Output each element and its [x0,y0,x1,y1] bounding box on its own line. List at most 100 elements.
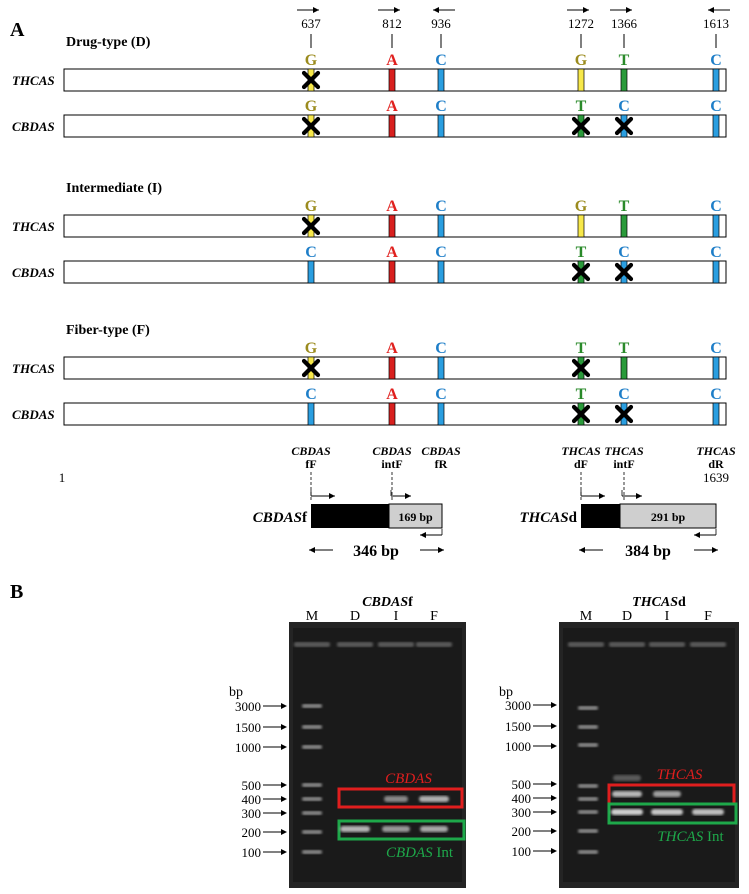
ladder-size-label: 1000 [505,739,531,754]
snp-mark [388,114,396,138]
position-label: 1366 [611,16,638,31]
base-letter: C [435,98,447,115]
ladder-band [578,706,598,710]
ladder-band [302,704,322,708]
gel-inner [563,628,735,882]
box-top-label: THCAS [657,767,703,783]
gene-label: CBDAS [12,407,55,422]
snp-mark [620,214,628,238]
base-letter: T [619,198,630,215]
inner-size-label: 169 bp [398,510,433,524]
snp-mark [388,260,396,284]
snp-mark [437,214,445,238]
base-letter: C [618,98,630,115]
lane-label: I [665,609,670,624]
base-letter: C [710,340,722,357]
gel-well [378,642,414,647]
gel-title-part: f [408,595,413,610]
ladder-size-label: 400 [242,792,262,807]
arrowhead [313,7,319,13]
arrowhead [281,724,287,730]
inner-size-label: 291 bp [651,510,686,524]
gene-row-cbdas: CBDAS G A C T C C [12,98,727,138]
arrowhead [281,810,287,816]
base-letter: G [575,52,588,69]
box-top-label-part: CBDAS [385,771,432,787]
arrowhead [420,532,426,538]
cross-stroke [301,216,321,236]
arrowhead [599,493,605,499]
snp-position-812: 812 [378,7,402,48]
ladder-size-label: 3000 [505,698,531,713]
base-letter: A [386,98,398,115]
cross-mark-icon [571,358,591,378]
arrowhead [281,782,287,788]
primer-type: dR [708,457,724,471]
primer-gene: THCAS [604,444,644,458]
base-letter: C [435,198,447,215]
arrowhead [281,744,287,750]
ladder-size-label: 300 [242,806,262,821]
arrowhead [636,493,642,499]
snp-mark [712,114,720,138]
base-letter: A [386,340,398,357]
base-letter: G [305,198,318,215]
arrowhead [551,828,557,834]
ladder-size-label: 1000 [235,740,261,755]
primer-type: intF [613,457,634,471]
snp-mark [577,214,585,238]
snp-mark [577,68,585,92]
arrowhead [551,795,557,801]
primer-type: dF [574,457,588,471]
amplicon-name-part: CBDAS [253,510,302,526]
arrowhead [694,532,700,538]
ladder-size-label: 200 [512,824,532,839]
arrowhead [405,493,411,499]
arrowhead [712,547,718,553]
ladder-size-label: 100 [242,845,262,860]
gel-well [337,642,373,647]
box-bottom-label: THCAS Int [657,829,724,845]
gene-label: CBDAS [12,119,55,134]
cross-mark-icon [614,262,634,282]
snp-mark [712,260,720,284]
base-letter: T [619,52,630,69]
amplicon-name: THCASd [519,510,577,526]
total-size-label: 346 bp [353,543,399,560]
cross-stroke [301,116,321,136]
base-letter: C [710,98,722,115]
position-label: 1272 [568,16,594,31]
snp-mark [437,356,445,380]
gel-title: CBDASf [362,595,413,610]
gel-well [416,642,452,647]
sample-band [653,791,681,797]
bp-unit-label: bp [229,685,243,700]
ladder-band [302,783,322,787]
amplicon-name-part: THCAS [519,510,568,526]
amplicon-inner [619,503,717,529]
cross-stroke [571,262,591,282]
sequence-end-label: 1639 [703,470,729,485]
base-letter: A [386,386,398,403]
ladder-band [302,811,322,815]
sample-band [651,809,683,815]
ladder-band [578,743,598,747]
arrowhead [281,829,287,835]
amplicon-inner [388,503,443,529]
snp-mark [437,260,445,284]
gene-row-cbdas: CBDAS C A C T C C [12,244,727,284]
ladder-band [578,810,598,814]
highlight-box-bottom [607,802,738,825]
arrowhead [281,849,287,855]
snp-mark [388,214,396,238]
base-letter: C [618,386,630,403]
base-letter: C [618,244,630,261]
box-top-label: CBDAS [385,771,432,787]
panel-a-label: A [10,19,25,41]
snp-position-637: 637 [297,7,321,48]
